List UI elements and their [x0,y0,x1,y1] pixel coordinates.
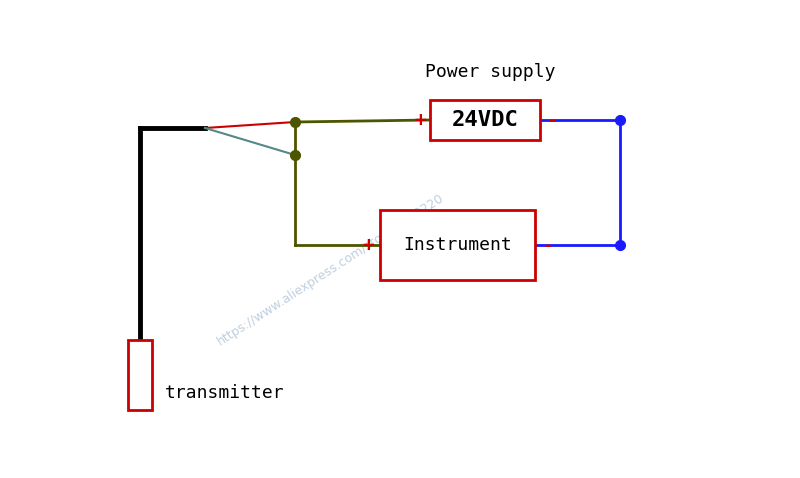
Text: transmitter: transmitter [165,384,285,402]
FancyBboxPatch shape [380,210,535,280]
FancyBboxPatch shape [430,100,540,140]
Text: -: - [541,236,553,254]
Text: Instrument: Instrument [403,236,512,254]
Text: https://www.aliexpress.com/store/1360220: https://www.aliexpress.com/store/1360220 [215,192,446,348]
Text: +: + [414,110,426,130]
Text: -: - [546,110,558,130]
FancyBboxPatch shape [128,340,152,410]
Text: 24VDC: 24VDC [451,110,518,130]
Text: +: + [362,236,374,254]
Text: Power supply: Power supply [425,63,555,81]
